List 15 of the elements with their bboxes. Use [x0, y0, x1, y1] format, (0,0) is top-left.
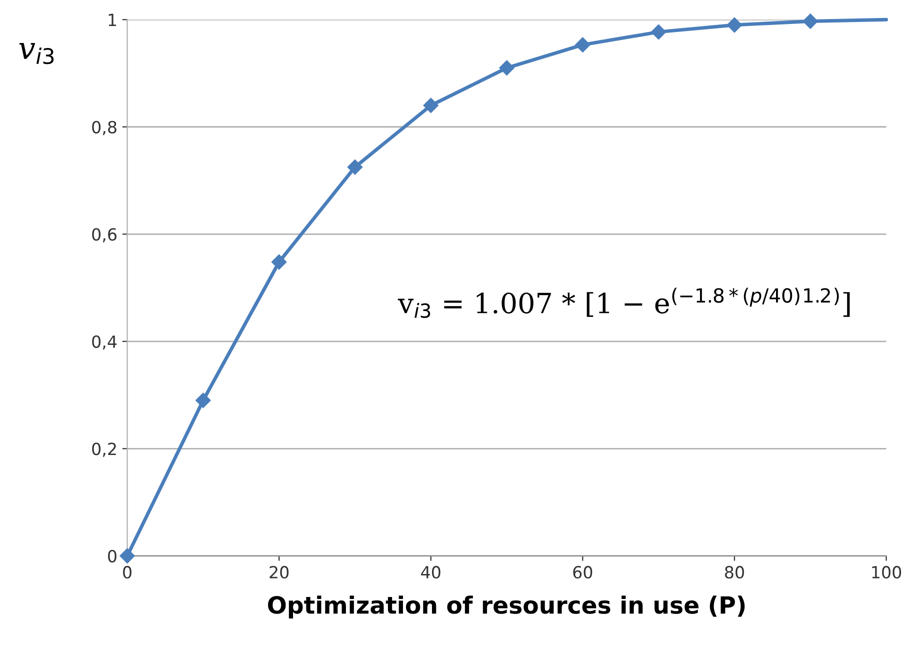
y-tick-label: 0,2	[92, 442, 116, 457]
y-tick-label: 0,8	[92, 120, 116, 136]
y-tick-label: 0,6	[92, 228, 116, 242]
x-tick-label: 60	[573, 566, 592, 579]
x-tick-label: 100	[872, 566, 902, 579]
x-tick-label: 0	[123, 566, 132, 579]
x-axis-title: Optimization of resources in use (P)	[268, 596, 745, 618]
x-tick-label: 40	[421, 566, 440, 579]
y-tick-label: 0,4	[92, 335, 117, 350]
y-tick-label: 1	[108, 14, 116, 26]
x-tick-label: 80	[725, 566, 744, 579]
x-tick-label: 20	[270, 566, 289, 579]
annotation: v$_{i3}$ = 1.007 * [1 − e$^{(−1.8*(p/40)1.2)}$]	[398, 288, 850, 318]
y-axis-title: v$_{i3}$	[19, 42, 54, 64]
y-tick-label: 0	[108, 550, 116, 562]
